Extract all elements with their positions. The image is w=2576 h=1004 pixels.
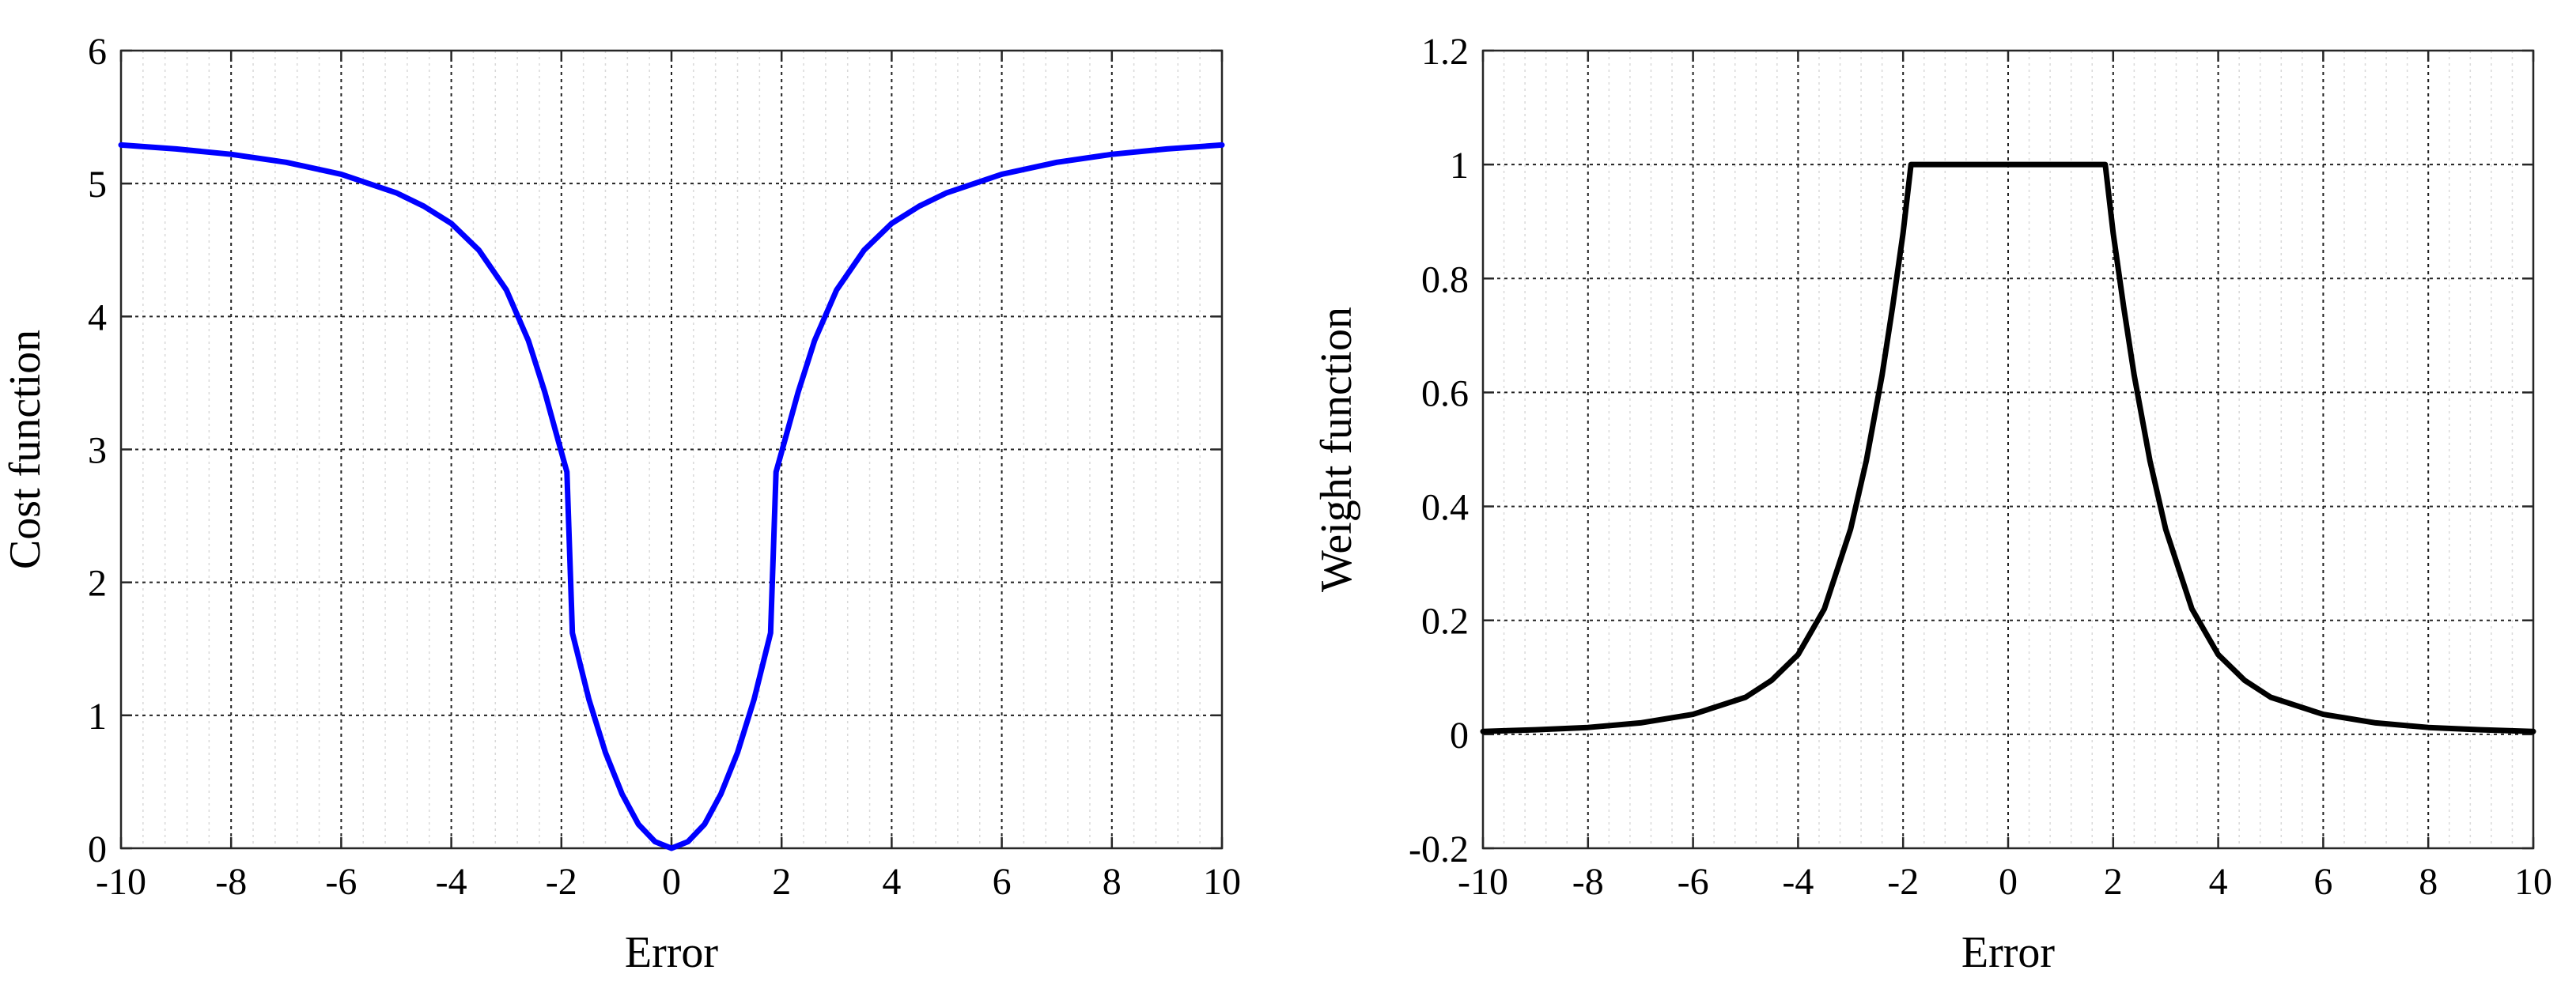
y-axis-title: Weight function <box>1312 307 1361 592</box>
x-tick-label: -4 <box>436 861 467 903</box>
y-tick-label: 2 <box>88 563 107 605</box>
x-tick-label: 0 <box>1999 861 2018 903</box>
series-line <box>118 142 1225 851</box>
x-tick-label: 10 <box>2514 861 2552 903</box>
chart-weight-function: -10 -8 -6 -4 -2 0 2 4 6 8 10 -0.2 0 0.2 0.4 0.6 0.8 1 1.2 E… <box>1312 31 2552 977</box>
y-tick-label: 5 <box>88 164 107 206</box>
x-tick-label: 8 <box>2419 861 2438 903</box>
x-tick-label: 2 <box>2104 861 2123 903</box>
y-tick-label: 4 <box>88 296 107 338</box>
x-tick-label: -10 <box>1458 861 1508 903</box>
x-tick-label: 6 <box>2313 861 2332 903</box>
x-tick-label: -8 <box>1572 861 1604 903</box>
y-tick-label: 0.6 <box>1421 372 1469 414</box>
y-tick-label: 1 <box>1450 145 1469 187</box>
y-tick-label: 0.2 <box>1421 601 1469 643</box>
x-tick-label: 8 <box>1103 861 1122 903</box>
y-tick-label: 0 <box>1450 715 1469 757</box>
y-tick-label: 0.4 <box>1421 487 1469 529</box>
y-tick-label: 3 <box>88 430 107 472</box>
x-tick-label: -2 <box>1887 861 1919 903</box>
x-tick-label: -6 <box>1678 861 1709 903</box>
x-axis-title: Error <box>625 928 719 977</box>
y-tick-label: 0 <box>88 828 107 870</box>
x-tick-label: 10 <box>1203 861 1241 903</box>
y-tick-label: 1 <box>88 696 107 738</box>
series-line <box>1480 161 2536 734</box>
x-tick-label: -2 <box>546 861 577 903</box>
x-tick-label: 0 <box>662 861 681 903</box>
x-tick-label: 2 <box>772 861 791 903</box>
x-tick-label: 6 <box>993 861 1012 903</box>
x-tick-label: -4 <box>1782 861 1814 903</box>
y-tick-label: 6 <box>88 31 107 73</box>
y-tick-label: -0.2 <box>1409 828 1469 870</box>
chart-cost-function: -10 -8 -6 -4 -2 0 2 4 6 8 10 0 1 2 3 4 5 6 Error Cost funct… <box>1 31 1241 977</box>
y-tick-label: 0.8 <box>1421 259 1469 300</box>
y-tick-label: 1.2 <box>1421 31 1469 73</box>
x-tick-label: 4 <box>882 861 901 903</box>
y-axis-title: Cost function <box>1 330 50 569</box>
x-tick-label: -6 <box>325 861 357 903</box>
x-tick-label: 4 <box>2209 861 2228 903</box>
x-tick-label: -10 <box>96 861 146 903</box>
x-axis-title: Error <box>1961 928 2056 977</box>
x-tick-label: -8 <box>215 861 247 903</box>
